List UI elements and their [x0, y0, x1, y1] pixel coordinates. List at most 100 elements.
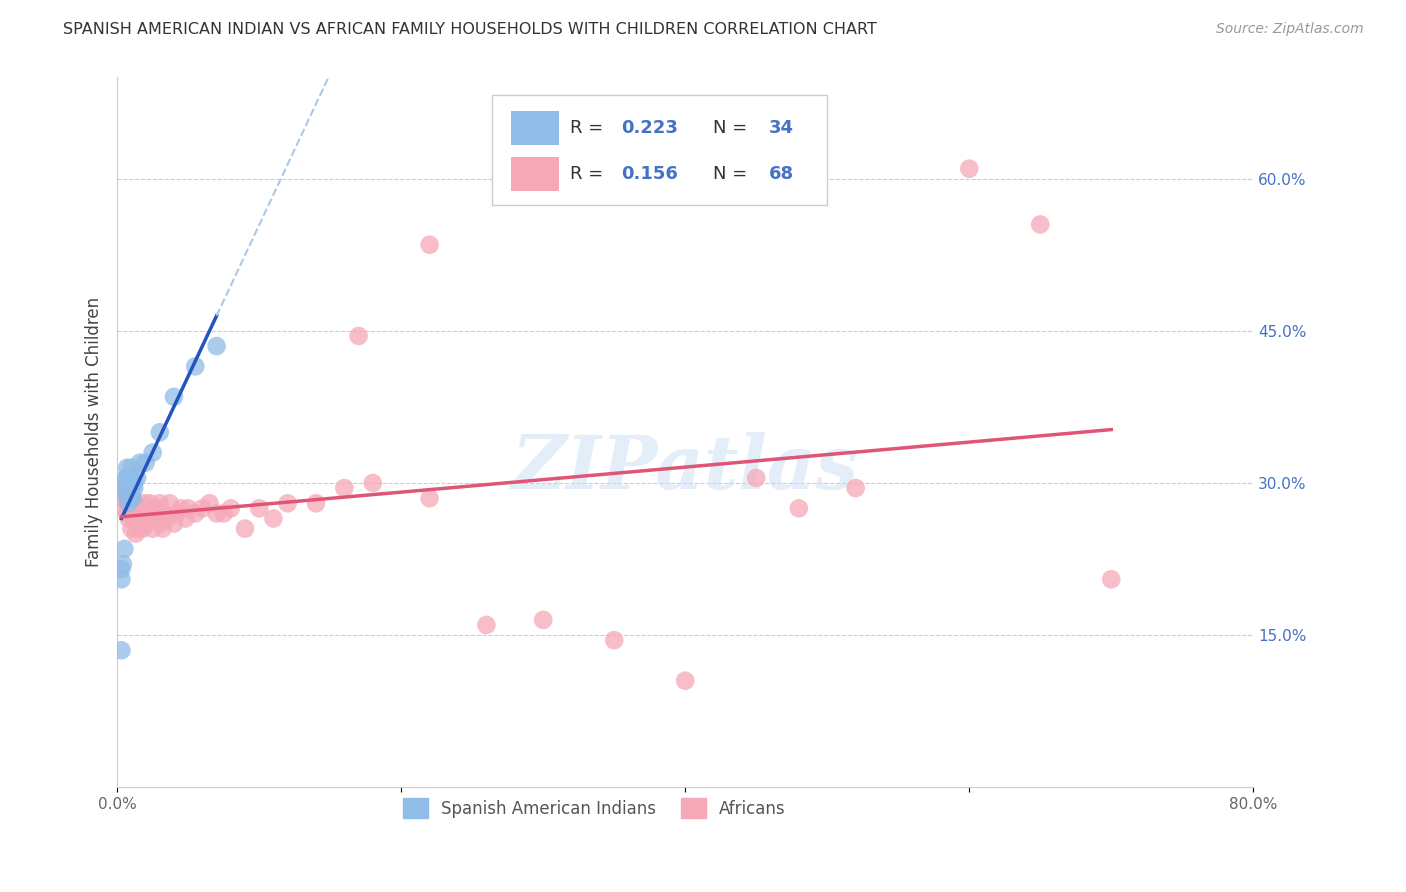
Point	[170, 501, 193, 516]
Text: R =: R =	[571, 119, 609, 137]
Bar	[512, 111, 560, 145]
Point	[118, 471, 141, 485]
Point	[142, 501, 165, 516]
Point	[135, 501, 157, 516]
Point	[361, 475, 384, 490]
Point	[233, 522, 256, 536]
Text: 0.223: 0.223	[621, 119, 679, 137]
Point	[120, 522, 142, 536]
Point	[212, 507, 235, 521]
Point	[205, 339, 228, 353]
Point	[115, 481, 138, 495]
Point	[110, 491, 132, 506]
Point	[163, 516, 186, 531]
Point	[120, 471, 142, 485]
Point	[135, 516, 157, 531]
Point	[159, 496, 181, 510]
Point	[138, 511, 160, 525]
Point	[163, 390, 186, 404]
Point	[1099, 572, 1122, 586]
Point	[117, 481, 139, 495]
Text: N =: N =	[713, 165, 752, 184]
Point	[117, 471, 139, 485]
Text: 34: 34	[769, 119, 794, 137]
Point	[219, 501, 242, 516]
Point	[114, 471, 136, 485]
Point	[146, 501, 169, 516]
Point	[112, 541, 135, 556]
Point	[110, 572, 132, 586]
Point	[114, 486, 136, 500]
Point	[419, 491, 441, 506]
Point	[117, 491, 139, 506]
Point	[112, 501, 135, 516]
Point	[142, 445, 165, 459]
Point	[142, 522, 165, 536]
Point	[118, 501, 141, 516]
Point	[787, 501, 810, 516]
Point	[117, 511, 139, 525]
Point	[145, 511, 167, 525]
Point	[184, 507, 207, 521]
Point	[205, 507, 228, 521]
Point	[134, 496, 156, 510]
Point	[120, 481, 142, 495]
Point	[125, 516, 148, 531]
Point	[110, 643, 132, 657]
Bar	[512, 157, 560, 192]
Point	[475, 618, 498, 632]
Point	[262, 511, 284, 525]
Y-axis label: Family Households with Children: Family Households with Children	[86, 297, 103, 567]
Point	[135, 456, 157, 470]
Point	[114, 491, 136, 506]
Point	[120, 491, 142, 506]
Point	[117, 496, 139, 510]
Point	[115, 460, 138, 475]
Point	[347, 329, 370, 343]
Point	[132, 501, 155, 516]
Point	[122, 481, 145, 495]
Point	[156, 511, 179, 525]
Point	[149, 516, 172, 531]
Point	[129, 456, 152, 470]
Text: 0.156: 0.156	[621, 165, 679, 184]
Point	[191, 501, 214, 516]
Point	[131, 507, 153, 521]
Point	[149, 496, 172, 510]
Point	[531, 613, 554, 627]
Point	[124, 501, 146, 516]
Point	[121, 475, 143, 490]
Point	[122, 475, 145, 490]
Point	[120, 491, 142, 506]
Point	[149, 425, 172, 440]
Point	[277, 496, 299, 510]
Point	[117, 491, 139, 506]
Point	[177, 501, 200, 516]
Point	[114, 475, 136, 490]
Text: R =: R =	[571, 165, 609, 184]
Point	[124, 526, 146, 541]
Text: N =: N =	[713, 119, 752, 137]
Point	[129, 511, 152, 525]
Point	[745, 471, 768, 485]
Point	[166, 507, 188, 521]
Point	[110, 562, 132, 576]
FancyBboxPatch shape	[492, 95, 827, 205]
Point	[111, 557, 134, 571]
Point	[152, 522, 174, 536]
Point	[198, 496, 221, 510]
Point	[115, 507, 138, 521]
Point	[1029, 218, 1052, 232]
Text: SPANISH AMERICAN INDIAN VS AFRICAN FAMILY HOUSEHOLDS WITH CHILDREN CORRELATION C: SPANISH AMERICAN INDIAN VS AFRICAN FAMIL…	[63, 22, 877, 37]
Point	[603, 633, 626, 648]
Point	[121, 491, 143, 506]
Point	[111, 491, 134, 506]
Text: ZIPatlas: ZIPatlas	[512, 432, 859, 504]
Point	[127, 522, 149, 536]
Point	[673, 673, 696, 688]
Point	[120, 460, 142, 475]
Point	[125, 471, 148, 485]
Point	[419, 237, 441, 252]
Point	[118, 486, 141, 500]
Point	[127, 501, 149, 516]
